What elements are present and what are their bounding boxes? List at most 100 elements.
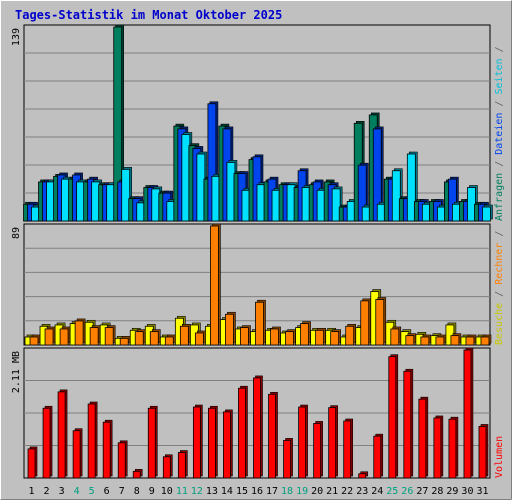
bar-rechner-day-15 [240,327,249,346]
bar-rechner-day-23 [360,300,370,346]
bar-volumen-day-2 [42,407,51,479]
x-tick-label-day-10: 10 [161,486,173,497]
x-tick-label-day-3: 3 [59,486,65,497]
bar-rechner-day-19 [300,323,309,346]
x-tick-label-day-1: 1 [29,486,35,497]
bar-seiten-day-21 [331,188,341,222]
x-tick-label-day-7: 7 [119,486,125,497]
top-panel-ymax-label: 139 [11,28,22,46]
x-tick-label-day-8: 8 [134,486,140,497]
side-legend-part: / [494,285,505,303]
bar-volumen-day-8 [132,470,141,479]
bar-rechner-day-10 [164,336,174,346]
bar-rechner-day-7 [119,337,129,346]
bar-volumen-day-10 [162,456,171,479]
x-tick-label-day-2: 2 [44,486,50,497]
bar-rechner-day-26 [405,335,415,346]
bar-rechner-day-29 [450,335,460,346]
x-tick-label-day-28: 28 [431,486,443,497]
bar-rechner-day-18 [285,331,294,346]
x-tick-label-day-19: 19 [296,486,308,497]
x-tick-label-day-12: 12 [191,486,203,497]
bar-volumen-day-15 [238,387,246,479]
bar-volumen-day-20 [313,423,322,479]
bar-volumen-day-29 [448,418,457,479]
bar-seiten-day-26 [406,153,416,222]
bar-volumen-day-19 [298,406,306,479]
x-tick-label-day-29: 29 [446,486,458,497]
x-tick-label-day-14: 14 [221,486,233,497]
side-legend-part: Rechner [494,243,505,285]
bar-volumen-day-24 [373,435,382,479]
bar-volumen-day-30 [463,349,472,479]
x-tick-label-day-4: 4 [74,486,80,497]
bar-volumen-day-3 [57,391,66,479]
middle-panel-ymax-label: 89 [11,227,22,239]
bar-rechner-day-8 [134,331,144,346]
side-legend-panel-bottom: Volumen [494,436,505,478]
x-tick-label-day-26: 26 [401,486,413,497]
bar-rechner-day-21 [330,331,340,346]
bar-volumen-day-18 [283,439,291,479]
bar-rechner-day-28 [435,336,445,346]
side-legend-part: / [494,95,505,113]
x-tick-label-day-22: 22 [341,486,353,497]
bar-volumen-day-27 [418,398,427,479]
bar-rechner-day-27 [420,336,430,346]
bar-volumen-day-28 [433,417,442,479]
bar-volumen-day-23 [358,473,367,479]
x-tick-label-day-20: 20 [311,486,323,497]
bar-rechner-day-3 [59,328,69,346]
side-legend-part: Anfragen [494,173,505,221]
x-tick-label-day-16: 16 [251,486,263,497]
bar-rechner-day-2 [44,328,54,346]
side-legend-part: Seiten [494,58,505,94]
bar-volumen-day-14 [223,411,231,479]
side-legend-panel-middle: Besuche / Rechner / [494,231,505,345]
side-legend-part: Besuche [494,303,505,345]
chart-title: Tages-Statistik im Monat Oktober 2025 [15,8,282,22]
x-tick-label-day-21: 21 [326,486,338,497]
bar-rechner-day-4 [74,320,84,346]
bar-seiten-day-7 [121,168,131,222]
bar-volumen-day-26 [403,370,412,479]
bar-rechner-day-13 [210,225,219,346]
bar-volumen-day-16 [253,377,261,479]
x-tick-label-day-23: 23 [356,486,368,497]
bar-rechner-day-1 [29,336,39,346]
bar-rechner-day-22 [345,325,355,346]
bar-rechner-day-17 [270,328,279,346]
bottom-panel-ymax-label: 2.11 MB [11,351,22,393]
bar-rechner-day-24 [375,299,385,346]
bar-rechner-day-9 [149,331,159,346]
x-tick-label-day-31: 31 [476,486,488,497]
side-legend-part: / [494,46,505,58]
x-tick-label-day-5: 5 [89,486,95,497]
side-legend-part: / [494,155,505,173]
side-legend-part: Dateien [494,113,505,155]
x-tick-label-day-30: 30 [461,486,473,497]
bar-rechner-day-31 [480,336,490,346]
side-legend-part: / [494,231,505,243]
x-tick-label-day-18: 18 [281,486,293,497]
bar-volumen-day-5 [87,403,96,479]
x-tick-label-day-15: 15 [236,486,248,497]
x-tick-label-day-13: 13 [206,486,218,497]
bar-rechner-day-11 [179,325,189,346]
bar-volumen-day-13 [208,407,216,479]
bar-volumen-day-4 [72,430,81,479]
bar-rechner-day-25 [390,328,400,346]
bar-rechner-day-5 [89,327,99,346]
bar-volumen-day-1 [27,448,36,479]
x-tick-label-day-25: 25 [386,486,398,497]
bar-rechner-day-12 [194,332,204,346]
bar-volumen-day-25 [388,356,397,479]
side-legend-panel-top: Anfragen / Dateien / Seiten / [494,46,505,221]
bar-volumen-day-12 [192,406,201,479]
x-tick-label-day-11: 11 [176,486,188,497]
bar-volumen-day-7 [117,442,126,479]
side-legend-part: Volumen [494,436,505,478]
x-tick-label-day-9: 9 [149,486,155,497]
